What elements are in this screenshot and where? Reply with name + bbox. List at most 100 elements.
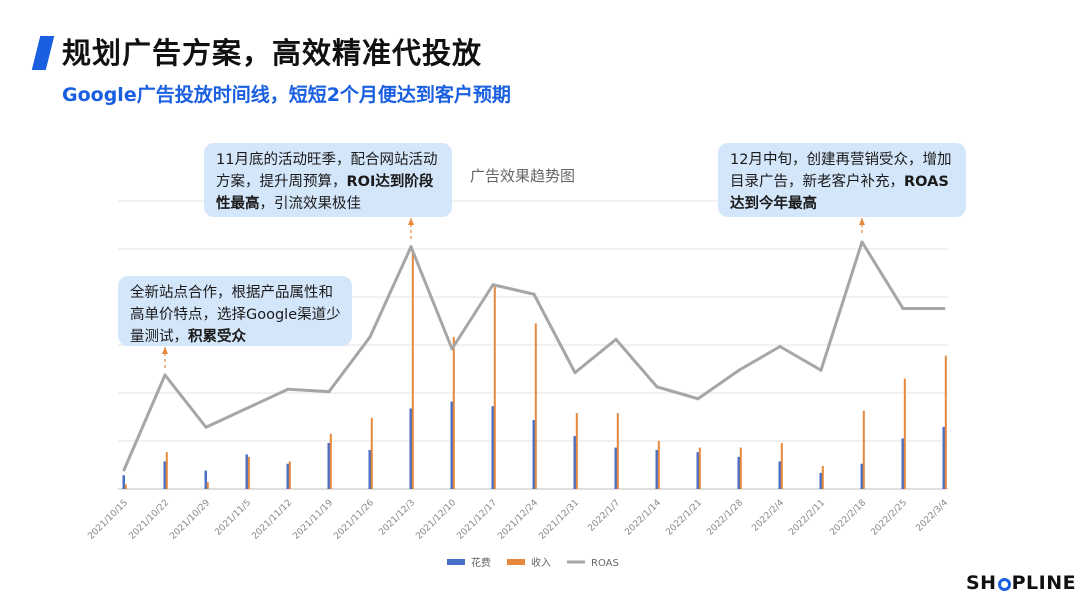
- revenue-bar: [124, 484, 127, 489]
- x-tick-label: 2021/12/31: [537, 498, 581, 542]
- spend-bar: [614, 447, 617, 489]
- revenue-bar: [739, 447, 742, 489]
- x-tick-label: 2021/12/3: [377, 498, 417, 538]
- roas-point: [819, 368, 823, 372]
- spend-bar: [286, 463, 289, 489]
- spend-bar: [942, 426, 945, 489]
- spend-bar: [204, 470, 207, 489]
- x-tick-label: 2021/11/26: [332, 498, 376, 542]
- spend-bar: [491, 406, 494, 489]
- revenue-bar: [329, 433, 332, 489]
- roas-point: [573, 371, 577, 375]
- roas-point: [450, 347, 454, 351]
- x-tick-label: 2022/1/21: [664, 498, 704, 538]
- callout-text: ROI达到阶段性最高: [216, 174, 434, 212]
- revenue-bar: [821, 466, 824, 489]
- legend-label: 花费: [471, 556, 491, 569]
- revenue-bar: [780, 443, 783, 489]
- roas-point: [737, 368, 741, 372]
- x-tick-label: 2022/2/25: [869, 498, 909, 538]
- revenue-bar: [944, 355, 947, 489]
- page-subtitle: Google广告投放时间线，短短2个月便达到客户预期: [62, 84, 511, 106]
- roas-point: [860, 240, 864, 244]
- x-tick-label: 2021/10/29: [168, 498, 212, 542]
- x-tick-label: 2021/11/19: [291, 498, 335, 542]
- roas-point: [163, 373, 167, 377]
- callout-arrowhead: [859, 218, 865, 225]
- revenue-bar: [657, 440, 660, 489]
- callout-text: 全新站点合作，根据产品属性和高单价特点，选择Google渠道少量测试，: [130, 285, 341, 345]
- x-tick-label: 2022/1/7: [586, 498, 622, 534]
- roas-point: [655, 385, 659, 389]
- revenue-bar: [370, 417, 373, 489]
- spend-bar: [409, 408, 412, 489]
- x-tick-label: 2021/12/17: [455, 498, 499, 542]
- shopline-logo: SH PLINE: [966, 572, 1077, 594]
- spend-bar: [778, 461, 781, 489]
- revenue-bar: [452, 337, 455, 489]
- x-tick-label: 2022/1/28: [705, 498, 745, 538]
- callout-text: 11月底的活动旺季，配合网站活动方案，提升周预算，: [216, 152, 438, 190]
- revenue-bar: [698, 447, 701, 489]
- spend-bar: [450, 401, 453, 489]
- roas-point: [901, 307, 905, 310]
- spend-bar: [532, 420, 535, 489]
- revenue-bar: [288, 461, 291, 489]
- spend-bar: [819, 472, 822, 489]
- x-tick-label: 2022/2/4: [750, 498, 786, 534]
- x-tick-label: 2021/11/12: [250, 498, 294, 542]
- spend-bar: [122, 475, 125, 489]
- legend-label: 收入: [531, 556, 551, 569]
- logo-o-ring: [997, 578, 1011, 591]
- roas-point: [614, 337, 618, 341]
- spend-bar: [573, 436, 576, 489]
- revenue-bar: [616, 413, 619, 489]
- callout-arrowhead: [408, 218, 414, 225]
- revenue-bar: [165, 452, 168, 489]
- callout-text: 12月中旬，创建再营销受众，增加目录广告，新老客户补充，: [730, 152, 952, 190]
- x-tick-label: 2021/12/10: [414, 498, 458, 542]
- spend-bar: [368, 449, 371, 489]
- legend-swatch: [507, 559, 525, 565]
- roas-point: [409, 245, 413, 249]
- x-tick-label: 2021/12/24: [496, 498, 540, 542]
- revenue-bar: [411, 252, 414, 489]
- spend-bar: [860, 463, 863, 489]
- spend-bar: [163, 461, 166, 489]
- x-tick-label: 2021/10/15: [86, 498, 130, 542]
- callout-testing-phase: 全新站点合作，根据产品属性和高单价特点，选择Google渠道少量测试，积累受众: [118, 276, 352, 346]
- callout-remarketing: 12月中旬，创建再营销受众，增加目录广告，新老客户补充，ROAS达到今年最高: [718, 143, 966, 217]
- callout-text: ，引流效果极佳: [259, 196, 362, 212]
- revenue-bar: [862, 410, 865, 489]
- roas-point: [942, 307, 946, 310]
- revenue-bar: [493, 286, 496, 489]
- roas-point: [122, 468, 126, 472]
- spend-bar: [737, 456, 740, 489]
- revenue-bar: [534, 323, 537, 489]
- revenue-bar: [903, 378, 906, 489]
- roas-point: [491, 283, 495, 287]
- roas-point: [245, 406, 249, 410]
- spend-bar: [901, 438, 904, 489]
- x-tick-label: 2021/11/5: [213, 498, 253, 538]
- legend-swatch: [447, 559, 465, 565]
- revenue-bar: [575, 413, 578, 489]
- x-tick-label: 2022/2/18: [828, 498, 868, 538]
- roas-point: [532, 292, 536, 296]
- revenue-bar: [247, 456, 250, 489]
- x-tick-label: 2022/1/14: [623, 498, 663, 538]
- spend-bar: [696, 452, 699, 489]
- callout-arrowhead: [162, 347, 168, 354]
- spend-bar: [327, 443, 330, 489]
- revenue-bar: [206, 482, 209, 489]
- spend-bar: [245, 454, 248, 489]
- callout-text: ROAS达到今年最高: [730, 174, 949, 212]
- page-title: 规划广告方案，高效精准代投放: [62, 36, 483, 70]
- roas-point: [778, 345, 782, 348]
- roas-point: [204, 425, 208, 429]
- x-tick-label: 2021/10/22: [127, 498, 171, 542]
- x-tick-label: 2022/3/4: [914, 498, 950, 534]
- legend-label: ROAS: [591, 558, 619, 569]
- chart-title: 广告效果趋势图: [470, 167, 575, 185]
